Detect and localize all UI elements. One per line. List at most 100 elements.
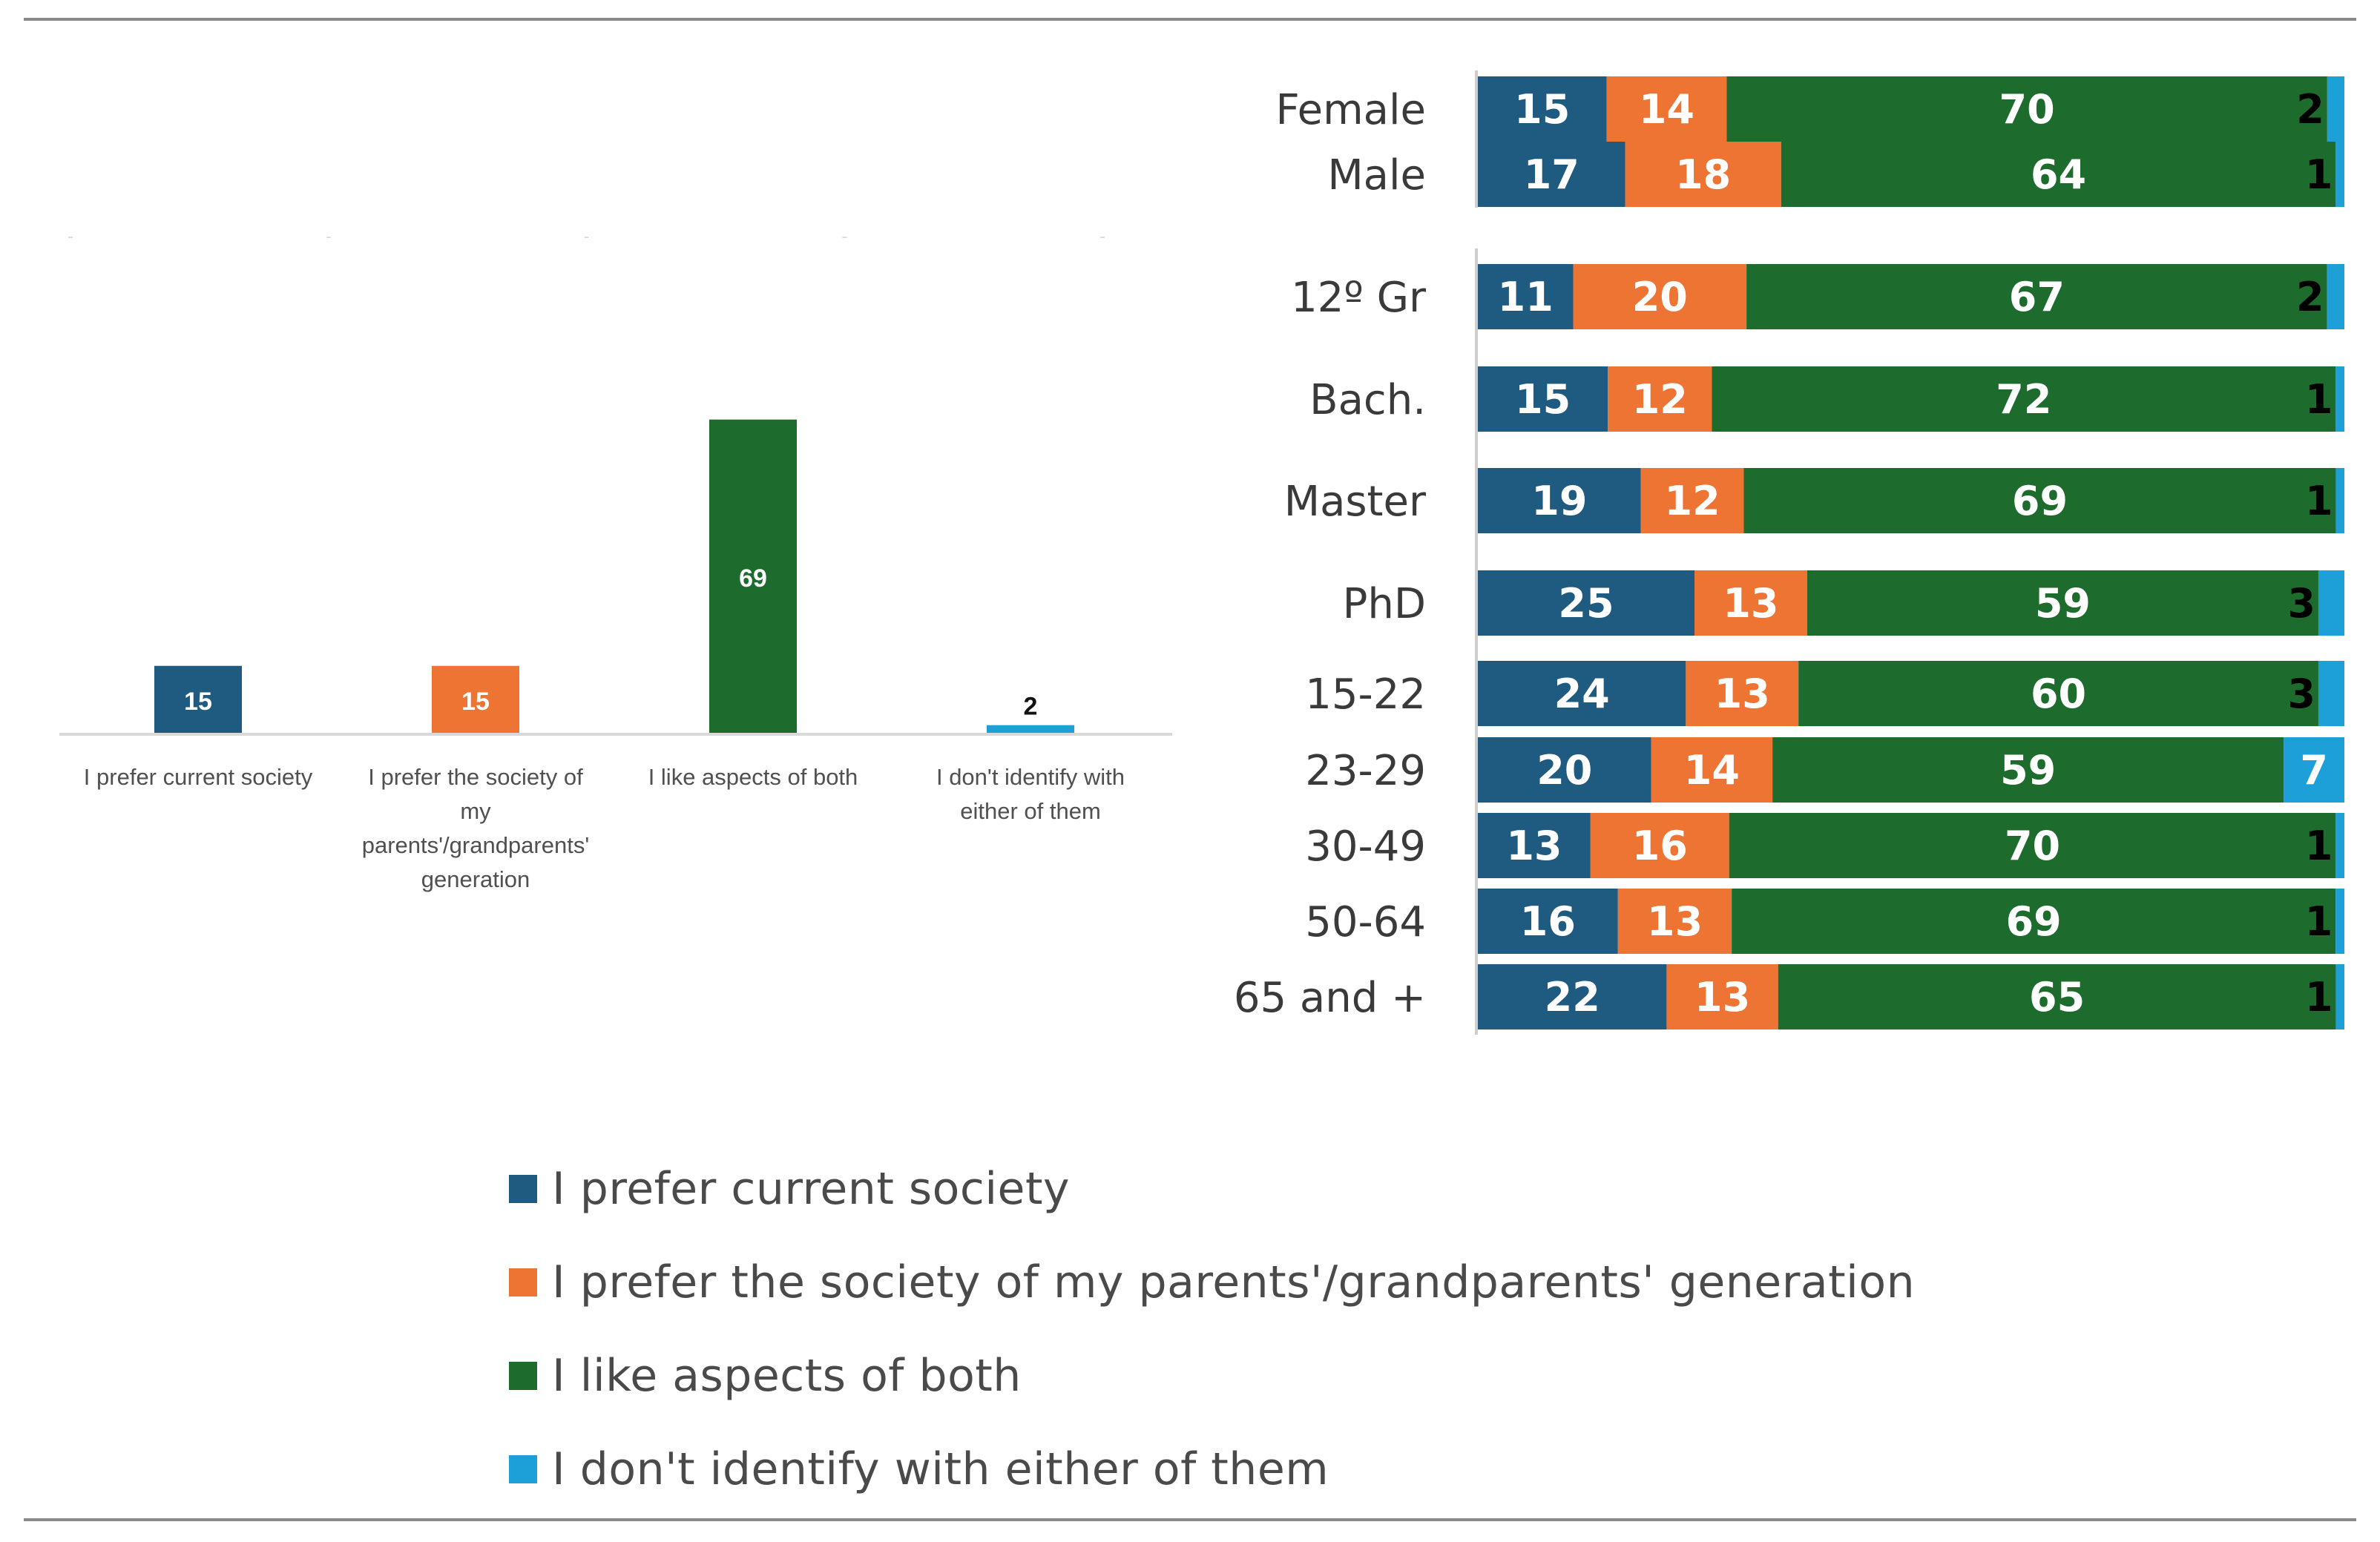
segment-12-gr-parents: [1573, 264, 1747, 329]
segment-value-label: 1: [2305, 478, 2333, 524]
segment-bach-both: [1712, 366, 2336, 432]
segment-value-label: 7: [2300, 747, 2328, 794]
category-label: either of them: [960, 798, 1101, 824]
segment-male-neither: [2335, 142, 2344, 207]
segment-23-29-parents: [1651, 737, 1773, 803]
segment-value-label: 60: [2031, 670, 2086, 717]
segment-value-label: 15: [1514, 86, 1570, 133]
category-label: I like aspects of both: [648, 764, 858, 790]
row-label-50-64: 50-64: [1305, 898, 1426, 946]
row-label-30-49: 30-49: [1305, 823, 1426, 871]
bar-value-label: 15: [461, 688, 490, 716]
segment-phd-neither: [2318, 570, 2344, 636]
segment-bach-parents: [1608, 366, 1712, 432]
legend-label-parents: I prefer the society of my parents'/gran…: [552, 1256, 1916, 1308]
segment-master-current: [1478, 468, 1641, 533]
segment-50-64-parents: [1617, 889, 1732, 954]
segment-phd-parents: [1694, 570, 1807, 636]
segment-female-neither: [2327, 76, 2344, 142]
category-label: I don't identify with: [936, 764, 1125, 790]
segment-value-label: 13: [1694, 974, 1750, 1021]
segment-50-64-both: [1732, 889, 2336, 954]
segment-15-22-current: [1478, 661, 1686, 726]
segment-12-gr-current: [1478, 264, 1574, 329]
segment-30-49-parents: [1590, 813, 1729, 878]
legend-item-both: I like aspects of both: [509, 1329, 1915, 1423]
segment-male-parents: [1625, 142, 1781, 207]
segment-value-label: 20: [1632, 274, 1688, 320]
segment-value-label: 70: [1999, 86, 2055, 133]
segment-65-and-current: [1478, 964, 1667, 1029]
segment-65-and-neither: [2335, 964, 2344, 1029]
segment-12-gr-both: [1746, 264, 2327, 329]
bar-i-like-aspects-of-both: [709, 419, 797, 734]
bar-value-label: 69: [739, 564, 767, 593]
segment-value-label: 13: [1647, 898, 1703, 945]
legend-label-neither: I don't identify with either of them: [552, 1443, 1329, 1495]
segment-23-29-current: [1478, 737, 1651, 803]
category-label: generation: [421, 866, 530, 892]
segment-master-both: [1743, 468, 2336, 533]
category-label: my: [460, 798, 491, 824]
segment-value-label: 70: [2005, 823, 2060, 869]
category-label: parents'/grandparents': [362, 832, 590, 858]
segment-value-label: 64: [2031, 151, 2086, 198]
segment-value-label: 16: [1632, 823, 1688, 869]
segment-value-label: 67: [2009, 274, 2065, 320]
segment-value-label: 14: [1684, 747, 1740, 794]
segment-30-49-neither: [2335, 813, 2344, 878]
segment-value-label: 1: [2305, 823, 2333, 869]
overall-bar-chart: 15 I prefer current society 15 I prefer the…: [59, 237, 1172, 892]
segment-value-label: 65: [2029, 974, 2085, 1021]
segment-value-label: 12: [1632, 376, 1688, 423]
bar-value-label: 15: [184, 688, 212, 716]
segment-female-both: [1726, 76, 2327, 142]
row-label-bach: Bach.: [1309, 376, 1426, 424]
segment-bach-neither: [2335, 366, 2344, 432]
segment-value-label: 59: [2035, 580, 2091, 627]
segment-female-parents: [1606, 76, 1727, 142]
segment-value-label: 3: [2287, 580, 2315, 627]
row-label-master: Master: [1284, 478, 1427, 526]
segment-30-49-both: [1729, 813, 2336, 878]
segment-value-label: 13: [1723, 580, 1778, 627]
segment-23-29-neither: [2284, 737, 2344, 803]
segment-male-current: [1478, 142, 1625, 207]
segment-master-parents: [1640, 468, 1744, 533]
legend-label-both: I like aspects of both: [552, 1350, 1022, 1402]
row-label-female: Female: [1276, 86, 1426, 134]
segment-phd-current: [1478, 570, 1694, 636]
row-label-male: Male: [1327, 151, 1426, 200]
segment-value-label: 11: [1498, 274, 1554, 320]
legend-label-current: I prefer current society: [552, 1163, 1070, 1215]
segment-value-label: 12: [1665, 478, 1720, 524]
segment-value-label: 1: [2305, 376, 2333, 423]
bar-i-don-t-identify-with-either-of-them: [987, 725, 1074, 734]
legend-item-current: I prefer current society: [509, 1142, 1915, 1236]
category-label: I prefer the society of: [368, 764, 583, 790]
segment-value-label: 2: [2296, 274, 2324, 320]
segment-value-label: 1: [2305, 898, 2333, 945]
legend: I prefer current society I prefer the so…: [509, 1142, 1915, 1516]
segment-30-49-current: [1478, 813, 1591, 878]
segment-value-label: 15: [1515, 376, 1571, 423]
segment-15-22-both: [1798, 661, 2318, 726]
bar-i-prefer-the-society-of-my-parents-grandparents-generation: [432, 665, 519, 734]
top-rule: [24, 18, 2356, 21]
row-label-65-and: 65 and +: [1234, 974, 1426, 1022]
segment-female-current: [1478, 76, 1607, 142]
segment-value-label: 18: [1675, 151, 1731, 198]
segment-value-label: 16: [1520, 898, 1576, 945]
category-label: I prefer current society: [84, 764, 313, 790]
segment-value-label: 17: [1524, 151, 1579, 198]
segment-15-22-neither: [2318, 661, 2344, 726]
segment-phd-both: [1807, 570, 2318, 636]
segment-65-and-parents: [1666, 964, 1778, 1029]
segment-12-gr-neither: [2327, 264, 2344, 329]
legend-swatch-current: [509, 1175, 537, 1203]
segment-value-label: 25: [1558, 580, 1614, 627]
bottom-rule: [24, 1518, 2356, 1521]
legend-item-neither: I don't identify with either of them: [509, 1423, 1915, 1516]
segment-value-label: 19: [1531, 478, 1587, 524]
